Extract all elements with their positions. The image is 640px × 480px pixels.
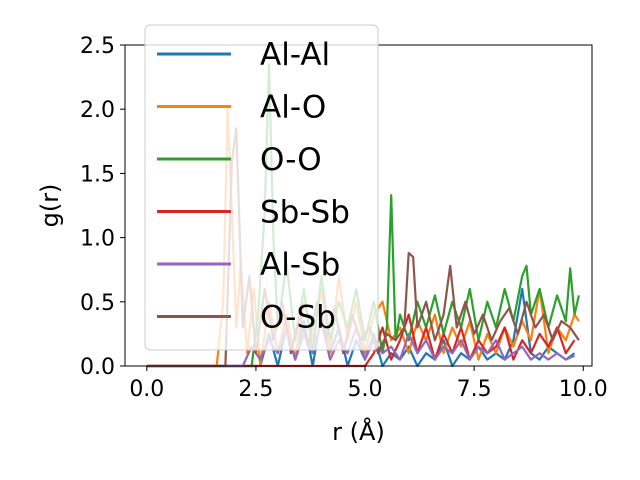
x-axis: 0.0 2.5 5.0 7.5 10.0 bbox=[129, 366, 608, 402]
y-tick-label: 2.5 bbox=[80, 34, 115, 59]
y-tick-label: 0.5 bbox=[80, 291, 115, 316]
y-tick-label: 2.0 bbox=[80, 98, 115, 123]
legend-entry-label: Al-Al bbox=[260, 37, 330, 73]
y-tick-label: 1.0 bbox=[80, 227, 115, 252]
legend-entry-label: Al-Sb bbox=[260, 247, 340, 283]
legend-entry-label: Al-O bbox=[260, 90, 326, 126]
x-tick-label: 7.5 bbox=[457, 377, 492, 402]
legend-entry-label: O-Sb bbox=[260, 300, 336, 336]
y-tick-label: 0.0 bbox=[80, 355, 115, 380]
legend: Al-Al Al-O O-O Sb-Sb Al-Sb O-Sb bbox=[144, 24, 379, 351]
x-tick-label: 10.0 bbox=[559, 377, 608, 402]
y-axis: 0.0 0.5 1.0 1.5 2.0 2.5 bbox=[80, 34, 125, 380]
y-axis-label: g(r) bbox=[36, 184, 64, 228]
x-tick-label: 0.0 bbox=[129, 377, 164, 402]
x-tick-label: 2.5 bbox=[238, 377, 273, 402]
x-axis-label: r (Å) bbox=[332, 417, 385, 446]
legend-entry-label: O-O bbox=[260, 142, 322, 178]
y-tick-label: 1.5 bbox=[80, 162, 115, 187]
x-tick-label: 5.0 bbox=[348, 377, 383, 402]
legend-entry-label: Sb-Sb bbox=[260, 195, 350, 231]
series-line-sb-sb bbox=[146, 313, 576, 368]
